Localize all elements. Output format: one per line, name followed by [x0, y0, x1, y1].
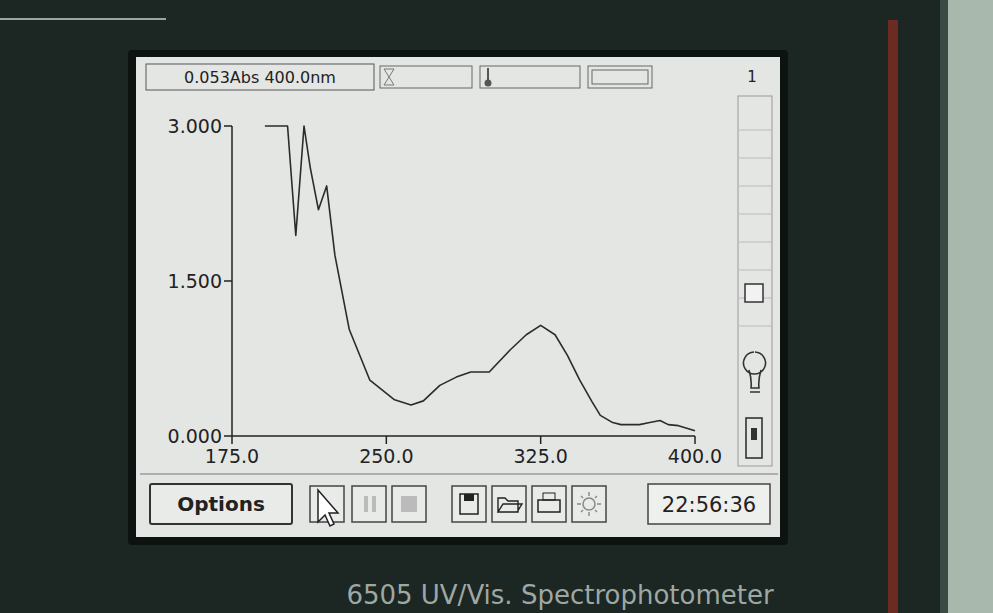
x-axis	[232, 435, 695, 437]
pause-button[interactable]	[352, 486, 386, 522]
side-strip	[738, 96, 772, 466]
lamp-core	[751, 428, 757, 440]
side-cell	[738, 186, 772, 187]
lamp-button[interactable]	[572, 486, 606, 522]
side-cell	[738, 270, 772, 271]
save-shutter	[464, 494, 474, 501]
open-button[interactable]	[492, 486, 526, 522]
y-tick	[224, 435, 232, 437]
pause-bar	[364, 496, 368, 512]
toolbar-divider	[140, 474, 778, 475]
y-tick-label: 3.000	[168, 115, 222, 137]
print-button[interactable]	[532, 486, 566, 522]
options-label[interactable]: Options	[177, 492, 265, 516]
y-tick-label: 1.500	[168, 270, 222, 292]
device-label: 6505 UV/Vis. Spectrophotometer	[346, 580, 774, 610]
x-tick-label: 400.0	[668, 445, 722, 467]
page-number: 1	[747, 68, 757, 86]
x-tick-label: 175.0	[205, 445, 259, 467]
cursor-arrow	[318, 490, 338, 526]
side-shadow	[940, 0, 948, 613]
thermometer-bulb	[485, 80, 492, 87]
clock-text: 22:56:36	[662, 493, 756, 517]
device-body	[0, 0, 993, 613]
x-tick	[694, 436, 696, 444]
battery-inner	[592, 70, 648, 84]
y-tick	[224, 125, 232, 127]
thermometer-icon	[487, 68, 489, 81]
save-button[interactable]	[452, 486, 486, 522]
lamp-rays	[577, 492, 601, 516]
x-tick	[231, 436, 233, 444]
screen-bezel	[128, 50, 788, 545]
battery-box	[588, 66, 652, 88]
stop-square	[401, 496, 417, 512]
side-panel	[948, 0, 993, 613]
device-photo: 0.053Abs 400.0nm 1 0.000 1.500 3.000 175.0 250…	[0, 0, 993, 613]
stop-button[interactable]	[392, 486, 426, 522]
open-icon	[498, 498, 522, 512]
bulb-icon	[744, 352, 766, 392]
x-tick-label: 325.0	[513, 445, 567, 467]
y-tick	[224, 280, 232, 282]
save-icon	[460, 494, 478, 514]
options-button[interactable]	[150, 484, 292, 524]
hourglass-icon	[384, 69, 394, 85]
x-tick-label: 250.0	[359, 445, 413, 467]
temp-box	[480, 66, 580, 88]
screen	[136, 57, 780, 537]
spectrum-line	[265, 126, 695, 431]
print-paper	[543, 493, 555, 500]
square-icon	[745, 284, 763, 302]
red-strip	[888, 20, 898, 613]
lamp-icon	[746, 418, 762, 458]
y-tick-label: 0.000	[168, 425, 222, 447]
edge-line	[0, 18, 166, 20]
side-cell	[738, 214, 772, 215]
side-cell	[738, 130, 772, 131]
status-text: 0.053Abs 400.0nm	[184, 68, 336, 87]
plot-area	[265, 126, 695, 431]
side-cell	[738, 326, 772, 327]
side-cell	[738, 242, 772, 243]
pause-bar	[372, 496, 376, 512]
print-icon	[538, 500, 560, 512]
x-tick	[540, 436, 542, 444]
side-cell	[738, 158, 772, 159]
timer-box	[380, 66, 472, 88]
clock-box	[648, 484, 770, 524]
lamp-sun	[583, 498, 595, 510]
status-box	[146, 64, 374, 90]
x-tick	[386, 436, 388, 444]
